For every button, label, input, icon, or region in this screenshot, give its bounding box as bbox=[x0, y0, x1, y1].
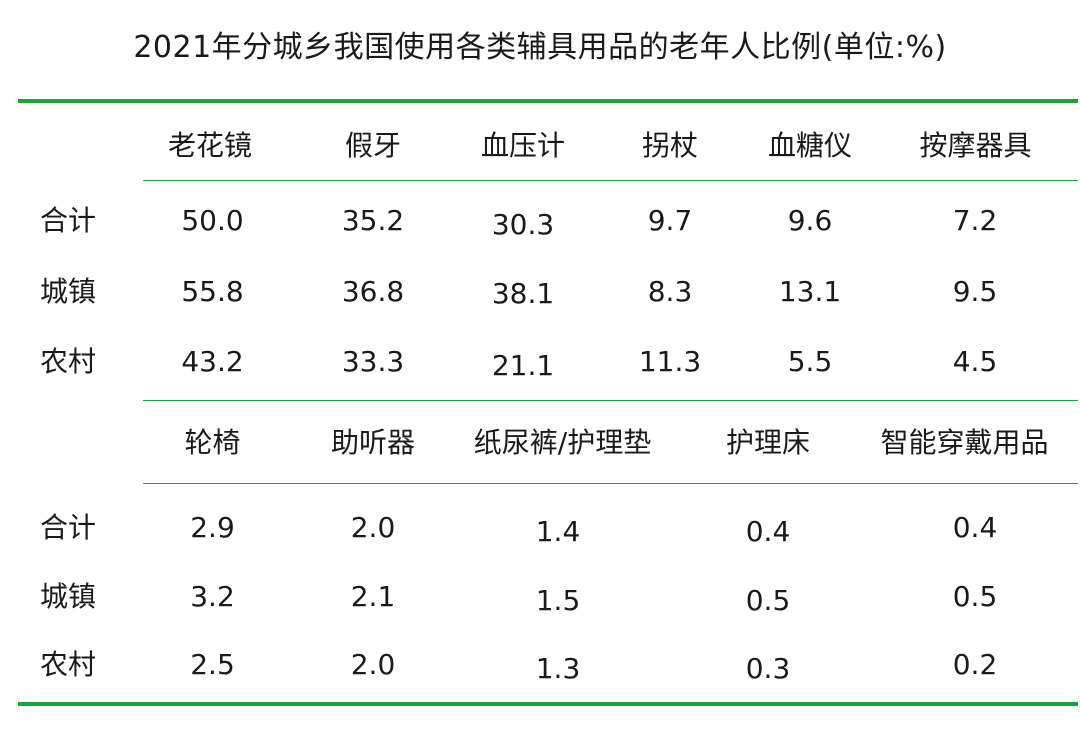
table-row: 农村 43.2 33.3 21.1 11.3 5.5 4.5 bbox=[0, 342, 1080, 382]
top-divider bbox=[18, 99, 1078, 103]
table-1-header: 按摩器具 bbox=[919, 129, 1032, 162]
table-cell: 0.4 bbox=[952, 511, 998, 544]
table-row: 农村 2.5 2.0 1.3 0.3 0.2 bbox=[0, 645, 1080, 685]
section-divider bbox=[143, 400, 1078, 401]
table-cell: 3.2 bbox=[190, 580, 235, 613]
table-cell: 38.1 bbox=[491, 277, 555, 310]
table-cell: 1.3 bbox=[535, 652, 581, 685]
table-cell: 2.0 bbox=[350, 511, 396, 544]
table-2-header: 智能穿戴用品 bbox=[880, 426, 1049, 459]
row-label: 农村 bbox=[40, 345, 97, 378]
table-cell: 21.1 bbox=[491, 349, 555, 382]
table-row: 合计 2.9 2.0 1.4 0.4 0.4 bbox=[0, 508, 1080, 548]
row-label: 合计 bbox=[40, 511, 97, 544]
table-cell: 0.5 bbox=[952, 580, 998, 613]
page-title: 2021年分城乡我国使用各类辅具用品的老年人比例(单位:%) bbox=[133, 30, 947, 65]
table-2-header: 轮椅 bbox=[184, 426, 241, 459]
table-2-header-divider bbox=[143, 483, 1078, 484]
table-cell: 43.2 bbox=[181, 345, 244, 378]
table-cell: 7.2 bbox=[952, 204, 998, 237]
table-cell: 2.0 bbox=[350, 648, 396, 681]
table-2-header-row: 轮椅 助听器 纸尿裤/护理垫 护理床 智能穿戴用品 bbox=[0, 423, 1080, 463]
table-cell: 1.5 bbox=[535, 584, 581, 617]
table-cell: 50.0 bbox=[181, 204, 244, 237]
row-label: 城镇 bbox=[40, 275, 97, 308]
table-1-header: 假牙 bbox=[344, 129, 401, 162]
table-cell: 1.4 bbox=[535, 515, 581, 548]
table-row: 合计 50.0 35.2 30.3 9.7 9.6 7.2 bbox=[0, 201, 1080, 241]
table-cell: 9.7 bbox=[647, 204, 693, 237]
table-1-header: 血糖仪 bbox=[767, 129, 852, 162]
table-cell: 9.5 bbox=[952, 275, 998, 308]
table-cell: 55.8 bbox=[181, 275, 244, 308]
table-cell: 5.5 bbox=[787, 345, 833, 378]
table-2-header: 护理床 bbox=[725, 426, 810, 459]
table-cell: 0.5 bbox=[745, 584, 791, 617]
row-label: 合计 bbox=[40, 204, 97, 237]
table-cell: 0.4 bbox=[745, 515, 791, 548]
table-1-header-divider bbox=[143, 180, 1078, 181]
table-cell: 2.9 bbox=[190, 511, 235, 544]
table-cell: 8.3 bbox=[647, 275, 693, 308]
table-1-header: 血压计 bbox=[480, 129, 565, 162]
table-cell: 11.3 bbox=[638, 345, 702, 378]
table-cell: 35.2 bbox=[341, 204, 405, 237]
table-cell: 13.1 bbox=[778, 275, 842, 308]
table-2-header: 助听器 bbox=[330, 426, 415, 459]
table-1-header: 拐杖 bbox=[641, 129, 698, 162]
table-2-header: 纸尿裤/护理垫 bbox=[473, 426, 652, 459]
bottom-divider bbox=[18, 702, 1078, 706]
table-cell: 30.3 bbox=[491, 208, 555, 241]
table-row: 城镇 3.2 2.1 1.5 0.5 0.5 bbox=[0, 577, 1080, 617]
table-cell: 33.3 bbox=[341, 345, 405, 378]
table-cell: 0.3 bbox=[745, 652, 791, 685]
table-cell: 2.1 bbox=[350, 580, 396, 613]
table-1-header-row: 老花镜 假牙 血压计 拐杖 血糖仪 按摩器具 bbox=[0, 126, 1080, 166]
table-cell: 0.2 bbox=[952, 648, 998, 681]
row-label: 城镇 bbox=[40, 580, 97, 613]
table-1-header: 老花镜 bbox=[167, 129, 252, 162]
table-cell: 9.6 bbox=[787, 204, 833, 237]
table-cell: 4.5 bbox=[952, 345, 998, 378]
table-cell: 2.5 bbox=[190, 648, 235, 681]
table-row: 城镇 55.8 36.8 38.1 8.3 13.1 9.5 bbox=[0, 272, 1080, 312]
table-cell: 36.8 bbox=[341, 275, 405, 308]
row-label: 农村 bbox=[40, 648, 97, 681]
